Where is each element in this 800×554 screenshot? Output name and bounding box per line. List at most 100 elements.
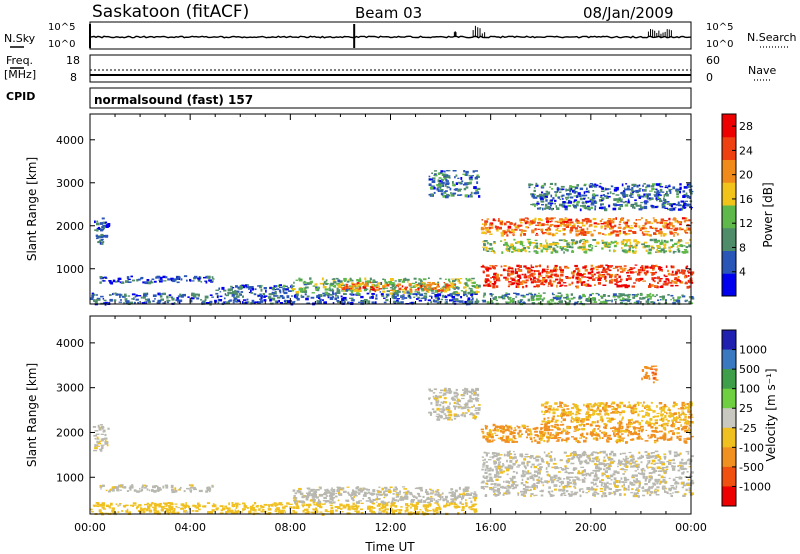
scatter-cell	[162, 502, 165, 505]
scatter-cell	[334, 292, 337, 296]
scatter-cell	[510, 243, 514, 247]
scatter-cell	[398, 279, 402, 281]
scatter-cell	[514, 271, 518, 275]
scatter-cell	[582, 233, 585, 235]
scatter-cell	[556, 268, 559, 271]
scatter-cell	[508, 249, 511, 253]
scatter-cell	[663, 246, 667, 250]
scatter-cell	[663, 197, 665, 201]
scatter-cell	[543, 279, 548, 282]
scatter-cell	[638, 451, 641, 454]
scatter-cell	[390, 502, 394, 505]
scatter-cell	[587, 197, 590, 199]
scatter-cell	[520, 490, 524, 493]
scatter-cell	[442, 394, 445, 397]
scatter-cell	[540, 249, 544, 253]
scatter-cell	[96, 220, 99, 223]
scatter-cell	[457, 280, 460, 283]
scatter-cell	[530, 293, 534, 296]
scatter-cell	[320, 486, 322, 490]
scatter-cell	[541, 184, 544, 188]
scatter-cell	[489, 479, 493, 482]
scatter-cell	[402, 486, 406, 488]
y-tick-label: 3000	[56, 177, 84, 190]
scatter-cell	[355, 505, 360, 507]
scatter-cell	[281, 506, 286, 509]
scatter-cell	[576, 203, 579, 206]
scatter-cell	[468, 497, 472, 499]
scatter-cell	[615, 194, 620, 196]
scatter-cell	[659, 249, 663, 253]
scatter-cell	[533, 495, 536, 497]
scatter-cell	[323, 281, 326, 284]
scatter-cell	[245, 285, 250, 289]
scatter-cell	[617, 463, 621, 465]
scatter-cell	[162, 275, 166, 279]
scatter-cell	[526, 238, 531, 241]
scatter-cell	[396, 293, 399, 297]
scatter-cell	[376, 282, 381, 285]
scatter-cell	[523, 233, 526, 236]
scatter-cell	[582, 453, 586, 457]
scatter-cell	[298, 278, 303, 282]
scatter-cell	[136, 506, 138, 510]
scatter-cell	[245, 505, 247, 508]
scatter-cell	[125, 510, 129, 513]
scatter-cell	[602, 267, 605, 270]
scatter-cell	[562, 489, 566, 492]
scatter-cell	[152, 485, 155, 488]
scatter-cell	[232, 505, 235, 508]
scatter-cell	[182, 293, 186, 297]
scatter-cell	[520, 294, 525, 297]
scatter-cell	[673, 234, 675, 237]
scatter-cell	[355, 501, 360, 504]
scatter-cell	[555, 205, 558, 208]
scatter-cell	[361, 489, 365, 492]
scatter-cell	[151, 278, 155, 281]
scatter-cell	[211, 296, 214, 298]
scatter-cell	[545, 218, 547, 220]
scatter-cell	[640, 298, 644, 300]
scatter-cell	[649, 225, 652, 229]
scatter-cell	[296, 293, 299, 296]
scatter-cell	[381, 487, 384, 491]
scatter-cell	[350, 498, 354, 500]
scatter-cell	[542, 277, 546, 281]
scatter-cell	[521, 273, 524, 276]
scatter-cell	[135, 298, 139, 301]
scatter-cell	[96, 297, 101, 300]
scatter-cell	[588, 490, 590, 493]
scatter-cell	[583, 273, 586, 275]
scatter-cell	[176, 297, 179, 300]
scatter-cell	[207, 511, 212, 513]
scatter-cell	[683, 201, 686, 203]
scatter-cell	[455, 402, 459, 405]
scatter-cell	[524, 456, 529, 458]
scatter-cell	[653, 232, 657, 235]
scatter-cell	[332, 291, 334, 295]
scatter-cell	[450, 282, 454, 285]
scatter-cell	[653, 238, 657, 242]
scatter-cell	[440, 189, 444, 191]
scatter-cell	[469, 396, 472, 399]
scatter-cell	[625, 487, 628, 491]
scatter-cell	[101, 502, 106, 506]
scatter-cell	[612, 192, 615, 195]
scatter-cell	[442, 173, 447, 176]
scatter-cell	[526, 226, 530, 229]
scatter-cell	[400, 294, 404, 297]
scatter-cell	[610, 225, 612, 227]
scatter-cell	[169, 511, 172, 513]
scatter-cell	[470, 392, 473, 395]
scatter-cell	[548, 493, 551, 495]
scatter-cell	[506, 473, 509, 476]
scatter-cell	[603, 456, 606, 459]
scatter-cell	[101, 239, 103, 241]
scatter-cell	[613, 188, 618, 192]
scatter-cell	[495, 478, 499, 481]
scatter-cell	[664, 488, 667, 490]
scatter-cell	[532, 219, 536, 222]
scatter-cell	[436, 398, 439, 400]
scatter-cell	[518, 281, 523, 284]
scatter-cell	[578, 232, 581, 236]
